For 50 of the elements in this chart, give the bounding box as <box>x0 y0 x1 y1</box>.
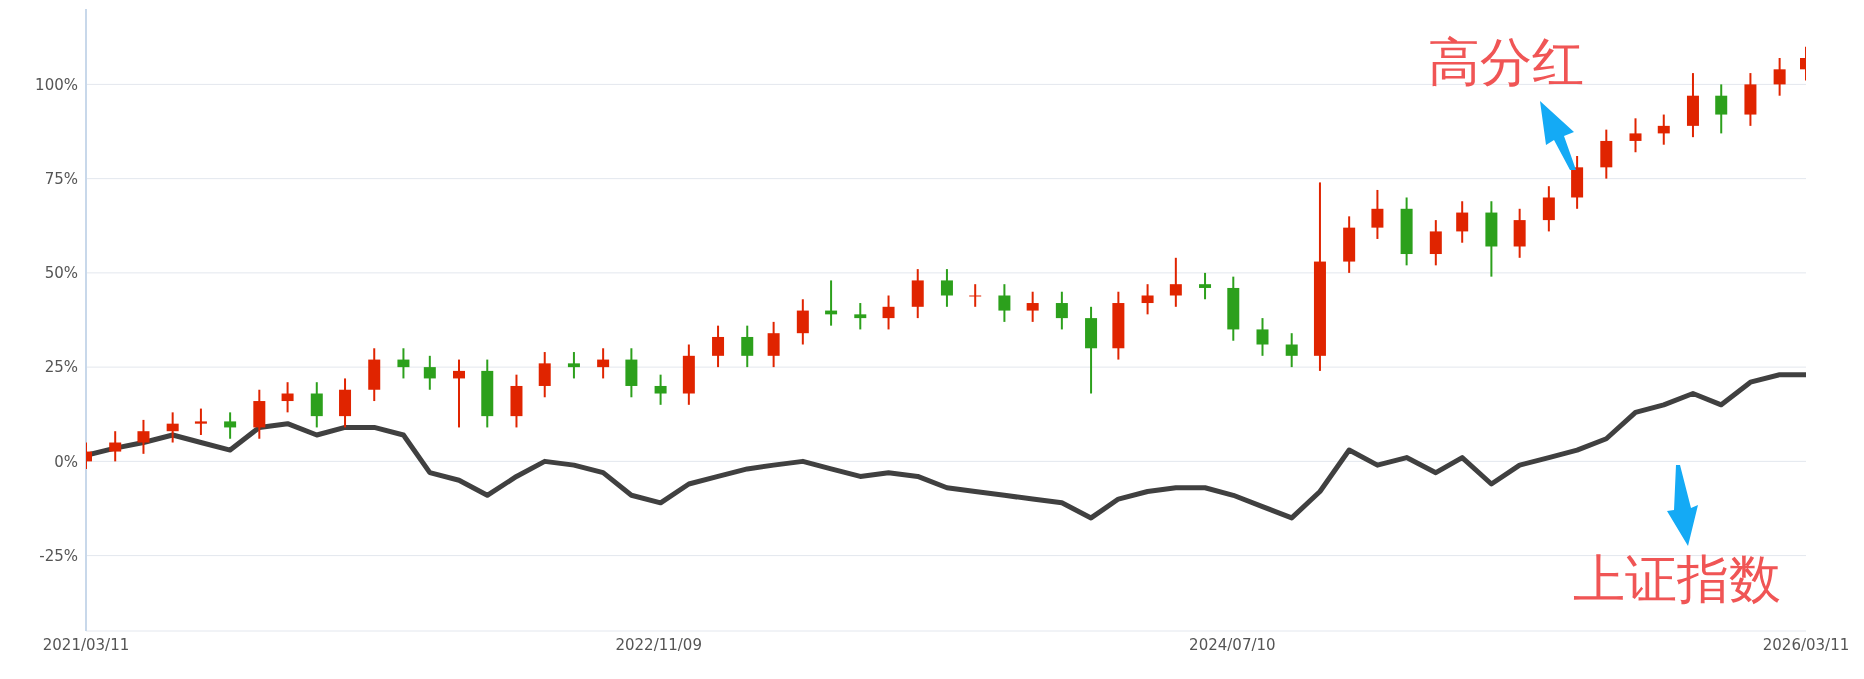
y-tick-label: 25% <box>44 358 78 377</box>
y-tick-label: 0% <box>54 452 78 471</box>
candlestick <box>1169 256 1182 308</box>
candlestick <box>1542 185 1555 233</box>
candlestick <box>712 324 725 369</box>
candlestick <box>998 283 1011 323</box>
candlestick <box>654 373 667 406</box>
x-tick-label: 2021/03/11 <box>42 635 130 654</box>
candlestick <box>1199 271 1212 301</box>
candlestick <box>224 411 237 440</box>
candlestick <box>1715 83 1728 135</box>
y-tick-label: -25% <box>39 546 78 565</box>
candlestick <box>1657 113 1670 146</box>
y-tick-label: 100% <box>35 75 78 94</box>
candlestick <box>796 298 809 346</box>
annotation: 高分红 <box>1428 32 1584 92</box>
x-tick-label: 2026/03/11 <box>1762 635 1850 654</box>
candlestick <box>423 354 436 391</box>
candlestick <box>854 302 867 331</box>
x-tick-label: 2022/11/09 <box>615 635 702 654</box>
candlestick <box>741 324 754 369</box>
candlestick <box>310 381 323 429</box>
candlestick <box>969 283 982 308</box>
candlestick <box>137 418 150 455</box>
candlestick <box>1256 317 1269 357</box>
x-tick-label: 2024/07/10 <box>1189 635 1276 654</box>
candlestick <box>1456 200 1469 244</box>
annotation: 上证指数 <box>1573 549 1781 609</box>
candlestick <box>538 351 551 399</box>
candlestick <box>1141 283 1154 316</box>
candlestick <box>453 358 466 429</box>
y-tick-label: 75% <box>44 169 78 188</box>
candlestick <box>1773 57 1786 97</box>
candlestick <box>1285 332 1298 369</box>
candlestick <box>940 268 953 308</box>
candlestick <box>166 411 179 444</box>
candlestick <box>1026 290 1039 323</box>
candlestick <box>1429 219 1442 267</box>
candlestick <box>397 347 410 380</box>
candlestick <box>597 347 610 380</box>
candlestick <box>1055 290 1068 331</box>
candlestick <box>194 407 207 436</box>
candlestick <box>1371 188 1384 240</box>
candlestick <box>882 294 895 331</box>
candlestick <box>567 351 580 380</box>
candlestick <box>1629 117 1642 154</box>
candlestick <box>281 381 294 414</box>
candlestick <box>109 430 122 463</box>
candlestick <box>767 320 780 369</box>
y-tick-label: 50% <box>44 264 78 283</box>
